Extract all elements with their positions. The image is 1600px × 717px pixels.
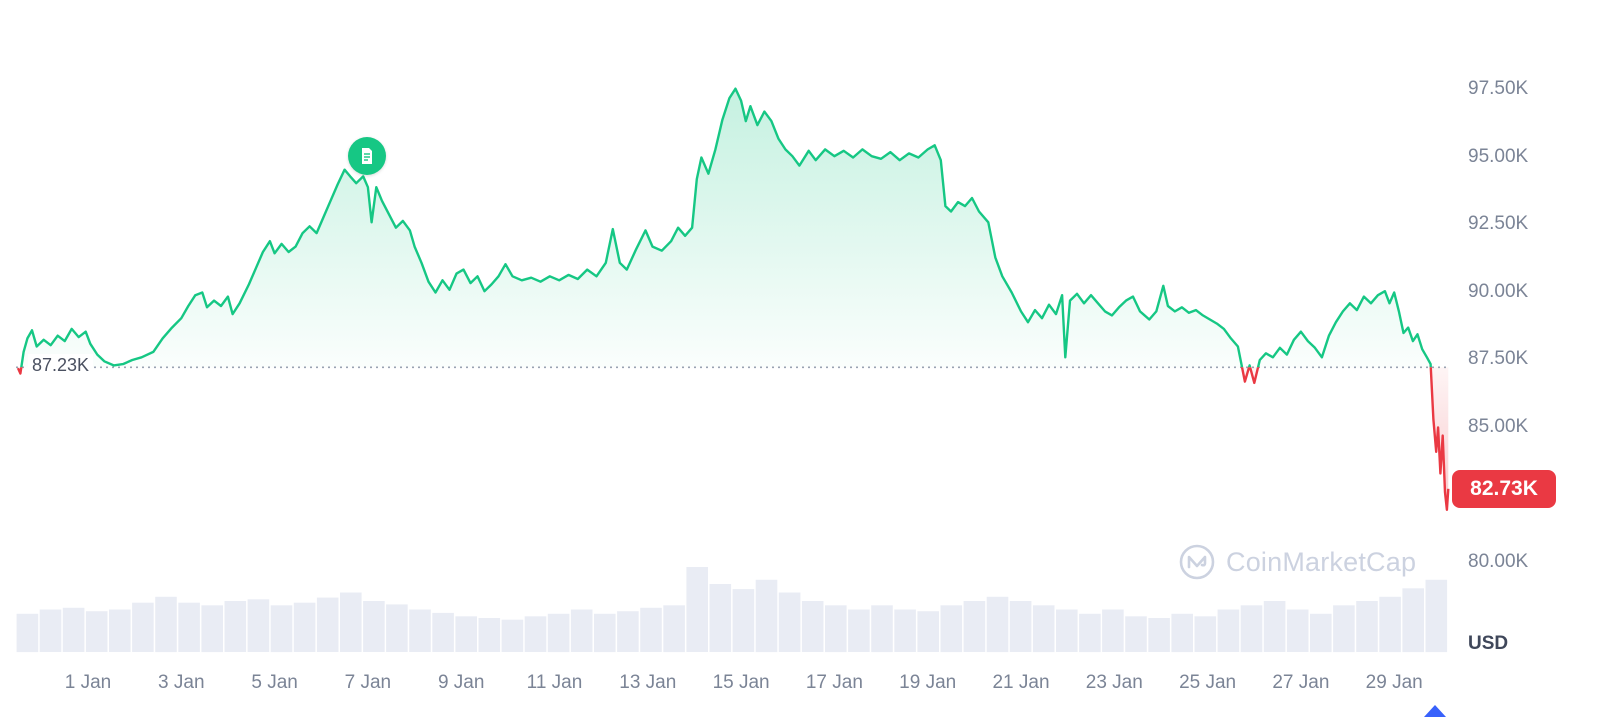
x-axis-label: 19 Jan <box>899 672 957 693</box>
x-axis-label: 29 Jan <box>1365 672 1423 693</box>
document-icon <box>361 148 372 165</box>
y-axis-label: 90.00K <box>1468 280 1529 302</box>
y-axis-label: 85.00K <box>1468 415 1529 437</box>
x-axis-label: 15 Jan <box>712 672 770 693</box>
x-axis-label: 27 Jan <box>1272 672 1330 693</box>
coinmarketcap-watermark: CoinMarketCap <box>1178 543 1416 581</box>
watermark-text: CoinMarketCap <box>1226 546 1417 577</box>
x-axis-label: 23 Jan <box>1085 672 1143 693</box>
y-axis-label: 92.50K <box>1468 213 1529 234</box>
x-axis-label: 13 Jan <box>619 672 677 693</box>
currency-label: USD <box>1468 633 1509 654</box>
y-axis-label: 97.50K <box>1468 78 1529 99</box>
coinmarketcap-logo-icon <box>1179 544 1215 580</box>
baseline-price-label: 87.23K <box>28 354 94 378</box>
x-axis-label: 17 Jan <box>805 672 863 693</box>
y-axis-label: 80.00K <box>1468 550 1529 572</box>
logo-fragment-icon <box>1424 705 1446 717</box>
current-price-badge: 82.73K <box>1452 469 1556 508</box>
x-axis-label: 5 Jan <box>251 672 298 693</box>
y-axis-label: 87.50K <box>1468 348 1529 369</box>
x-axis-label: 9 Jan <box>437 672 485 693</box>
y-axis-label: 95.00K <box>1468 145 1529 167</box>
x-axis-label: 7 Jan <box>344 672 392 693</box>
news-event-icon[interactable] <box>347 137 386 176</box>
x-axis-label: 21 Jan <box>992 672 1050 693</box>
x-axis-label: 1 Jan <box>64 672 112 693</box>
x-axis-label: 25 Jan <box>1179 672 1237 693</box>
x-axis-label: 3 Jan <box>158 672 205 693</box>
x-axis-label: 11 Jan <box>526 672 583 693</box>
